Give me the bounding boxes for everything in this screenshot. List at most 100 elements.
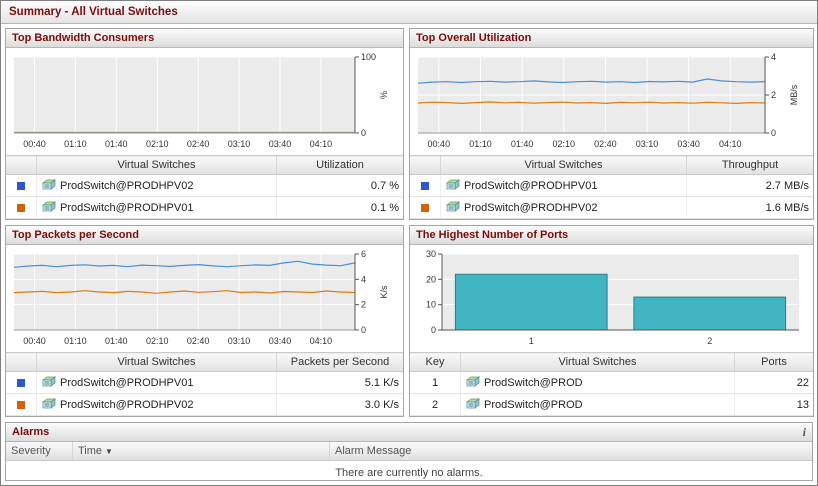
virtual-switch-icon [446, 201, 460, 212]
switch-name[interactable]: ProdSwitch@PRODHPV02 [60, 399, 194, 411]
alarms-table: Severity Time ▼ Alarm Message There are c… [6, 442, 812, 480]
panel-title: Top Overall Utilization [416, 32, 532, 44]
panel-title: Top Packets per Second [12, 229, 139, 241]
legend-swatch [17, 181, 25, 190]
packets-value: 5.1 K/s [276, 371, 403, 394]
panel-highest-number-of-ports: The Highest Number of Ports 1 2 0 10 20 30 Ke… [409, 225, 814, 417]
col-virtual-switches[interactable]: Virtual Switches [440, 155, 687, 175]
alarms-header-row: Severity Time ▼ Alarm Message [6, 442, 812, 461]
legend-column-header [6, 155, 37, 175]
key-value: 2 [410, 393, 461, 416]
panel-header-bandwidth: Top Bandwidth Consumers [6, 29, 403, 48]
svg-text:01:40: 01:40 [105, 139, 128, 149]
packets-value: 3.0 K/s [276, 393, 403, 416]
legend-column-header [410, 155, 441, 175]
panel-header-packets: Top Packets per Second [6, 226, 403, 245]
table-row[interactable]: 1 ProdSwitch@PROD 22 [410, 371, 813, 394]
table-row[interactable]: ProdSwitch@PRODHPV02 1.6 MB/s [410, 196, 813, 219]
legend-swatch [421, 203, 429, 212]
virtual-switch-icon [446, 179, 460, 190]
col-virtual-switches[interactable]: Virtual Switches [36, 352, 277, 372]
col-severity[interactable]: Severity [6, 442, 73, 461]
svg-text:2: 2 [771, 90, 776, 100]
svg-text:03:10: 03:10 [228, 139, 251, 149]
panel-top-overall-utilization: Top Overall Utilization 00:40 01:10 01:40 0… [409, 28, 814, 220]
svg-text:03:40: 03:40 [269, 139, 292, 149]
table-header-row: Virtual Switches Packets per Second [6, 352, 403, 372]
svg-text:01:10: 01:10 [64, 139, 87, 149]
switch-name[interactable]: ProdSwitch@PRODHPV02 [60, 180, 194, 192]
col-utilization[interactable]: Utilization [276, 155, 403, 175]
panel-top-bandwidth-consumers: Top Bandwidth Consumers 00:40 01:10 01:40 0… [5, 28, 404, 220]
virtual-switch-icon [466, 398, 480, 409]
utilization-table: Virtual Switches Throughput ProdSwitch@P… [410, 155, 813, 219]
legend-swatch [17, 400, 25, 409]
panel-header-utilization: Top Overall Utilization [410, 29, 813, 48]
col-alarm-message[interactable]: Alarm Message [329, 442, 812, 461]
svg-text:01:40: 01:40 [105, 336, 128, 346]
svg-text:02:40: 02:40 [187, 139, 210, 149]
switch-name[interactable]: ProdSwitch@PROD [484, 399, 583, 411]
svg-text:1: 1 [529, 336, 534, 346]
utilization-chart-svg[interactable]: 00:40 01:10 01:40 02:10 02:40 03:10 03:40 04:10… [412, 49, 809, 155]
page-title: Summary - All Virtual Switches [9, 6, 178, 18]
table-row[interactable]: 2 ProdSwitch@PROD 13 [410, 393, 813, 416]
svg-text:01:10: 01:10 [469, 139, 492, 149]
bandwidth-chart-svg[interactable]: 00:40 01:10 01:40 02:10 02:40 03:10 03:40 04:10… [8, 49, 399, 155]
col-packets-per-second[interactable]: Packets per Second [276, 352, 403, 372]
col-ports[interactable]: Ports [734, 352, 813, 372]
legend-swatch [17, 378, 25, 387]
svg-text:100: 100 [361, 52, 376, 62]
svg-text:02:40: 02:40 [594, 139, 617, 149]
table-row[interactable]: ProdSwitch@PRODHPV01 2.7 MB/s [410, 174, 813, 197]
packets-chart: 00:40 01:10 01:40 02:10 02:40 03:10 03:40 04:10… [6, 245, 403, 352]
info-icon[interactable]: i [802, 425, 806, 439]
utilization-value: 0.7 % [276, 174, 403, 197]
table-row[interactable]: ProdSwitch@PRODHPV01 5.1 K/s [6, 371, 403, 394]
svg-text:03:40: 03:40 [677, 139, 700, 149]
switch-name[interactable]: ProdSwitch@PRODHPV02 [464, 202, 598, 214]
ports-value: 13 [734, 393, 813, 416]
utilization-value: 0.1 % [276, 196, 403, 219]
switch-name[interactable]: ProdSwitch@PRODHPV01 [60, 202, 194, 214]
svg-text:0: 0 [431, 325, 436, 335]
col-time[interactable]: Time ▼ [72, 442, 330, 461]
virtual-switch-icon [42, 376, 56, 387]
no-alarms-message: There are currently no alarms. [6, 460, 812, 480]
svg-text:2: 2 [361, 300, 366, 310]
svg-text:04:10: 04:10 [310, 139, 333, 149]
table-row[interactable]: ProdSwitch@PRODHPV02 0.7 % [6, 174, 403, 197]
switch-name[interactable]: ProdSwitch@PRODHPV01 [60, 377, 194, 389]
col-throughput[interactable]: Throughput [686, 155, 813, 175]
svg-text:00:40: 00:40 [23, 139, 46, 149]
table-header-row: Virtual Switches Utilization [6, 155, 403, 175]
svg-text:02:10: 02:10 [552, 139, 575, 149]
svg-text:0: 0 [771, 128, 776, 138]
table-row[interactable]: ProdSwitch@PRODHPV01 0.1 % [6, 196, 403, 219]
svg-text:02:10: 02:10 [146, 336, 169, 346]
packets-table: Virtual Switches Packets per Second Prod… [6, 352, 403, 416]
table-header-row: Key Virtual Switches Ports [410, 352, 813, 372]
panel-header-ports: The Highest Number of Ports [410, 226, 813, 245]
alarms-empty-row: There are currently no alarms. [6, 460, 812, 480]
alarms-header: Alarms i [6, 423, 812, 442]
panel-title: Top Bandwidth Consumers [12, 32, 155, 44]
sort-desc-icon[interactable]: ▼ [105, 447, 113, 456]
legend-swatch [17, 203, 25, 212]
virtual-switch-icon [42, 179, 56, 190]
table-row[interactable]: ProdSwitch@PRODHPV02 3.0 K/s [6, 393, 403, 416]
svg-text:MB/s: MB/s [789, 84, 799, 105]
col-virtual-switches[interactable]: Virtual Switches [36, 155, 277, 175]
col-virtual-switches[interactable]: Virtual Switches [460, 352, 735, 372]
switch-name[interactable]: ProdSwitch@PRODHPV01 [464, 180, 598, 192]
throughput-value: 1.6 MB/s [686, 196, 813, 219]
bandwidth-table: Virtual Switches Utilization ProdSwitch@… [6, 155, 403, 219]
ports-chart: 1 2 0 10 20 30 [410, 245, 813, 352]
svg-text:6: 6 [361, 249, 366, 259]
throughput-value: 2.7 MB/s [686, 174, 813, 197]
switch-name[interactable]: ProdSwitch@PROD [484, 377, 583, 389]
col-key[interactable]: Key [410, 352, 461, 372]
svg-text:30: 30 [426, 249, 436, 259]
packets-chart-svg[interactable]: 00:40 01:10 01:40 02:10 02:40 03:10 03:40 04:10… [8, 246, 399, 352]
